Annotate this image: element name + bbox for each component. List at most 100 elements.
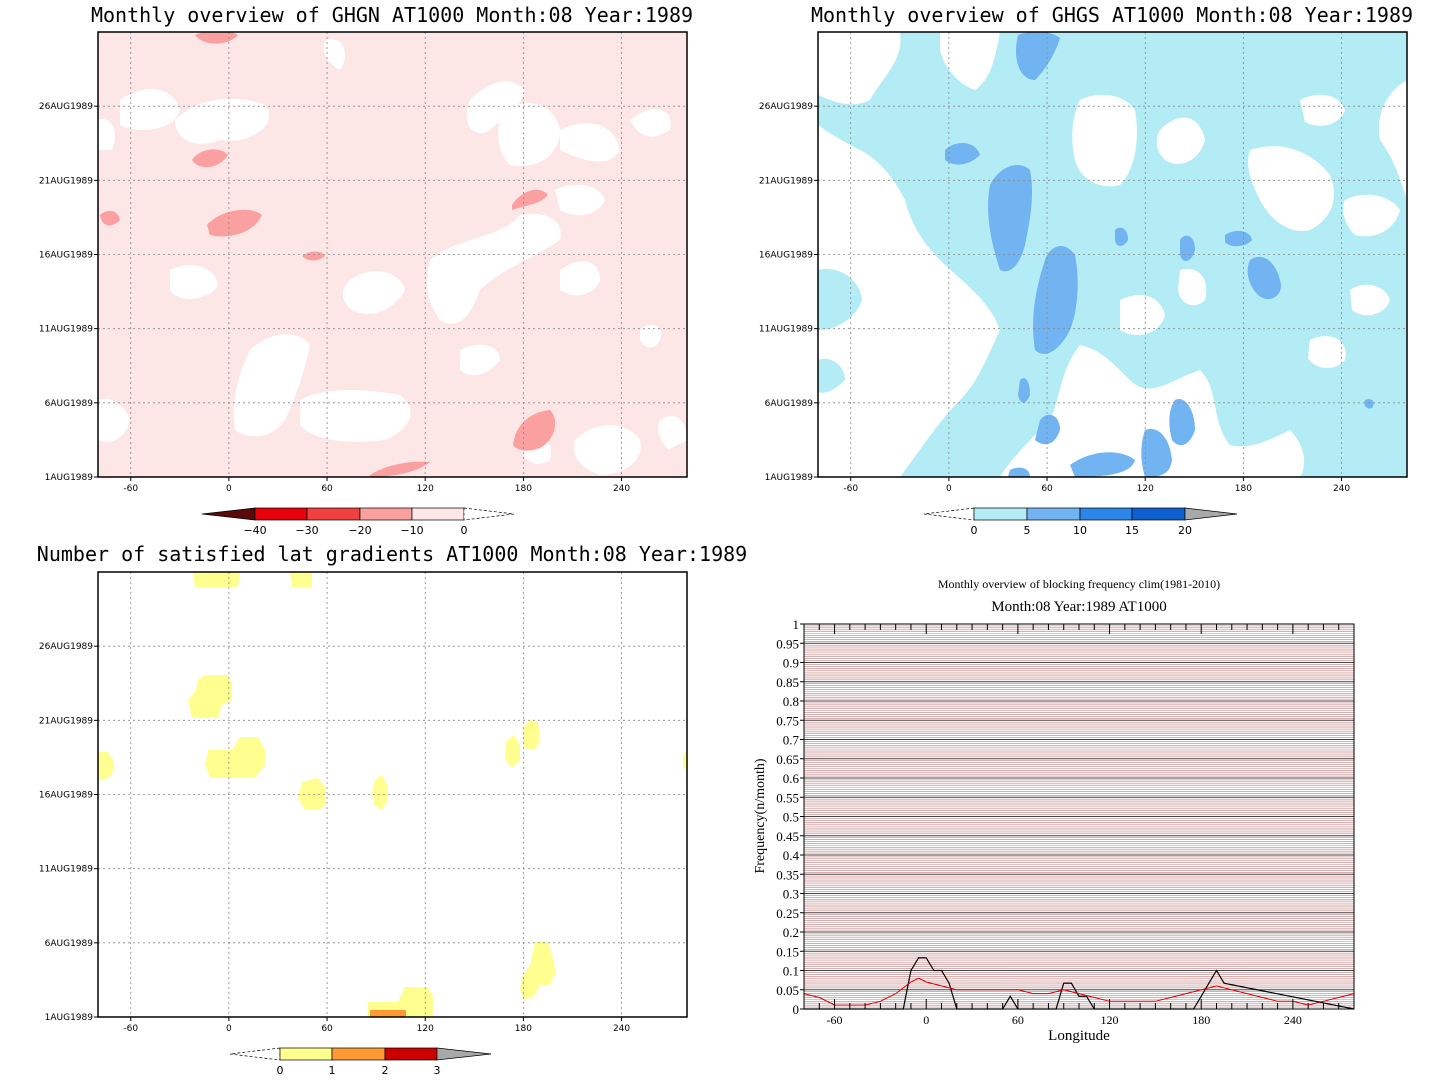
ghgs-colorbar-label: 15 [1125,524,1139,537]
lat-x-tick-label: 120 [417,1024,434,1034]
freq-y-tick-label: 0.25 [776,906,799,921]
lat-colorbar-tri-left [229,1047,281,1061]
lat-y-ticks: 26AUG1989 21AUG1989 16AUG1989 11AUG1989 6AUG… [39,642,98,1023]
ghgn-y-tick-label: 26AUG1989 [39,102,93,112]
ghgs-y-tick-label: 6AUG1989 [765,399,814,409]
freq-y-ticks: 0 0.05 0.1 0.15 0.2 0.25 0.3 0.35 0.4 0.45 0.5 0.55… [776,617,804,1017]
ghgs-colorbar-label: 0 [971,524,978,537]
freq-x-tick-label: 60 [1012,1013,1024,1027]
ghgs-colorbar-label: 20 [1178,524,1192,537]
ghgs-colorbar-seg [1026,507,1081,521]
freq-x-tick-label: 180 [1192,1013,1210,1027]
lat-y-tick-label: 26AUG1989 [39,642,93,652]
freq-y-tick-label: 0.1 [783,964,799,979]
ghgs-colorbar-label: 10 [1073,524,1087,537]
lat-shade-0-1 [98,572,687,1017]
lat-colorbar-label: 1 [329,1064,336,1077]
ghgn-x-tick-label: -60 [123,484,138,494]
freq-subtitle: Month:08 Year:1989 AT1000 [991,599,1166,615]
ghgs-gridlines [818,32,1407,477]
lat-x-tick-label: 0 [226,1024,232,1034]
ghgs-field [818,32,1407,477]
freq-y-tick-label: 0.05 [776,983,799,998]
lat-colorbar-tri-right [436,1047,492,1061]
lat-gridlines [98,572,687,1017]
ghgs-y-tick-label: 16AUG1989 [759,251,813,261]
lat-x-tick-label: 180 [515,1024,532,1034]
freq-y-tick-label: 0.7 [783,733,800,748]
ghgn-colorbar-tri-left [201,507,256,521]
freq-y-tick-label: 0.4 [783,848,800,863]
freq-y-tick-label: 0.6 [783,771,800,786]
lat-colorbar-label: 0 [277,1064,284,1077]
lat-x-tick-label: -60 [123,1024,138,1034]
ghgs-x-tick-label: 0 [946,484,952,494]
lat-colorbar-seg [331,1047,386,1061]
ghgn-negative-regions [100,32,556,477]
panel-lat: Number of satisfied lat gradients AT1000… [37,542,747,1077]
lat-x-tick-label: 240 [613,1024,630,1034]
ghgs-y-tick-label: 21AUG1989 [759,176,813,186]
freq-title: Monthly overview of blocking frequency c… [938,577,1220,591]
freq-y-tick-label: 0.85 [776,675,799,690]
lat-shade-1-2 [370,1010,406,1017]
ghgs-x-tick-label: 60 [1041,484,1053,494]
ghgs-y-tick-label: 1AUG1989 [765,473,814,483]
freq-y-tick-label: 1 [793,617,800,632]
freq-y-tick-label: 0.45 [776,829,799,844]
ghgn-colorbar-label: 0 [461,524,468,537]
ghgs-colorbar-seg [1079,507,1133,521]
ghgn-colorbar-seg [254,507,308,521]
ghgs-y-ticks: 26AUG1989 21AUG1989 16AUG1989 11AUG1989 6AUG… [759,102,818,483]
freq-y-tick-label: 0.5 [783,810,799,825]
freq-x-tick-label: 0 [923,1013,929,1027]
lat-y-tick-label: 16AUG1989 [39,791,93,801]
freq-y-tick-label: 0.75 [776,713,799,728]
freq-y-tick-label: 0.35 [776,867,799,882]
ghgs-title: Monthly overview of GHGS AT1000 Month:08… [811,3,1413,27]
ghgn-title: Monthly overview of GHGN AT1000 Month:08… [91,3,693,27]
freq-y-tick-label: 0.8 [783,694,799,709]
freq-x-tick-label: 240 [1284,1013,1302,1027]
ghgn-x-ticks: -60 0 60 120 180 240 [123,477,630,494]
freq-x-tick-label: -60 [827,1013,843,1027]
ghgs-colorbar-label: 5 [1024,524,1031,537]
freq-y-tick-label: 0.55 [776,790,799,805]
ghgs-white-holes [818,32,1400,369]
freq-x-ticks: -60 0 60 120 180 240 [803,624,1355,1027]
ghgn-y-tick-label: 11AUG1989 [39,325,93,335]
ghgn-x-tick-label: 180 [515,484,532,494]
freq-y-tick-label: 0.65 [776,752,799,767]
ghgn-x-tick-label: 240 [613,484,630,494]
lat-colorbar-label: 3 [434,1064,441,1077]
ghgn-y-tick-label: 6AUG1989 [45,399,94,409]
ghgn-x-tick-label: 120 [417,484,434,494]
ghgn-colorbar-label: −10 [400,524,423,537]
ghgs-shade-5-10 [945,32,1374,477]
ghgs-y-tick-label: 26AUG1989 [759,102,813,112]
ghgn-colorbar: −40 −30 −20 −10 0 [201,507,515,537]
ghgn-y-tick-label: 1AUG1989 [45,473,94,483]
freq-hgrid [804,625,1354,1008]
ghgn-colorbar-label: −40 [243,524,266,537]
ghgs-colorbar-tri-left [923,507,975,521]
ghgs-y-tick-label: 11AUG1989 [759,325,813,335]
freq-ylabel: Frequency(n/month) [753,758,768,873]
panel-freq: Monthly overview of blocking frequency c… [753,577,1355,1044]
lat-colorbar: 0 1 2 3 [229,1047,492,1077]
lat-y-tick-label: 11AUG1989 [39,865,93,875]
ghgn-x-tick-label: 60 [321,484,333,494]
lat-y-tick-label: 1AUG1989 [45,1013,94,1023]
ghgn-colorbar-label: −20 [348,524,371,537]
ghgs-x-tick-label: 180 [1235,484,1252,494]
ghgn-colorbar-tri-right [463,507,515,521]
ghgn-y-ticks: 26AUG1989 21AUG1989 16AUG1989 11AUG1989 6AUG… [39,102,98,483]
freq-y-tick-label: 0.95 [776,636,799,651]
lat-x-ticks: -60 0 60 120 180 240 [123,1017,630,1034]
lat-colorbar-seg [279,1047,333,1061]
freq-series-red-line [803,977,1355,1006]
freq-y-tick-label: 0.3 [783,887,799,902]
freq-y-tick-label: 0.9 [783,656,799,671]
ghgs-colorbar-seg [1131,507,1186,521]
